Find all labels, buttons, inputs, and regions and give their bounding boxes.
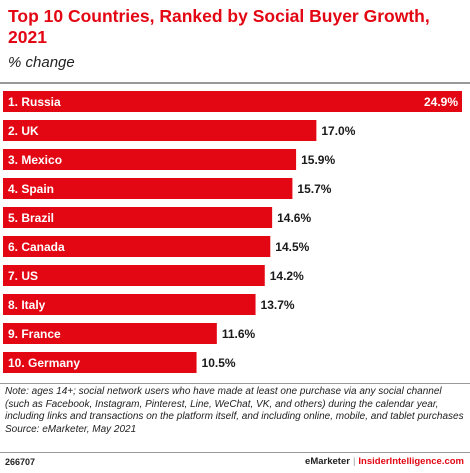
note-text: Note: ages 14+; social network users who… <box>5 386 464 422</box>
footer-divider <box>0 452 470 453</box>
bar-value-label: 11.6% <box>222 327 256 341</box>
bar-value-label: 15.7% <box>297 182 331 196</box>
bar-value-label: 14.5% <box>275 240 309 254</box>
bar-value-label: 14.6% <box>277 211 311 225</box>
bar-2 <box>3 120 317 141</box>
bottom-divider <box>0 383 470 384</box>
bar-category-label: 2. UK <box>8 124 39 138</box>
bar-category-label: 7. US <box>8 269 38 283</box>
bar-category-label: 9. France <box>8 327 61 341</box>
bar-category-label: 5. Brazil <box>8 211 54 225</box>
bar-category-label: 4. Spain <box>8 182 54 196</box>
bar-value-label: 24.9% <box>424 95 458 109</box>
bar-9 <box>3 323 217 344</box>
bar-6 <box>3 236 271 257</box>
bar-3 <box>3 149 297 170</box>
bar-category-label: 6. Canada <box>8 240 65 254</box>
bar-7 <box>3 265 265 286</box>
brand-separator: | <box>352 456 356 467</box>
bar-value-label: 15.9% <box>301 153 335 167</box>
bar-value-label: 14.2% <box>270 269 304 283</box>
bar-category-label: 1. Russia <box>8 95 61 109</box>
brand-insider-intelligence: InsiderIntelligence.com <box>358 456 464 467</box>
bar-8 <box>3 294 256 315</box>
bar-10 <box>3 352 197 373</box>
chart-id: 266707 <box>5 457 36 467</box>
bar-chart: 1. Russia 24.9% 2. UK 17.0% 3. Mexico 15.9% 4.… <box>3 91 462 373</box>
bar-category-label: 8. Italy <box>8 298 46 312</box>
chart-title: Top 10 Countries, Ranked by Social Buyer… <box>8 6 430 47</box>
bar-value-label: 13.7% <box>261 298 295 312</box>
chart-note: Note: ages 14+; social network users who… <box>5 386 467 436</box>
bar-1 <box>3 91 462 112</box>
source-text: Source: eMarketer, May 2021 <box>5 423 137 435</box>
brand-emarketer: eMarketer <box>305 456 350 467</box>
chart-subtitle: % change <box>8 54 75 71</box>
bar-5 <box>3 207 273 228</box>
bar-value-label: 17.0% <box>321 124 355 138</box>
brand-credit: eMarketer | InsiderIntelligence.com <box>305 456 464 467</box>
bar-4 <box>3 178 293 199</box>
bar-category-label: 3. Mexico <box>8 153 62 167</box>
bar-category-label: 10. Germany <box>8 356 80 370</box>
top-divider <box>0 82 470 84</box>
bar-value-label: 10.5% <box>202 356 236 370</box>
